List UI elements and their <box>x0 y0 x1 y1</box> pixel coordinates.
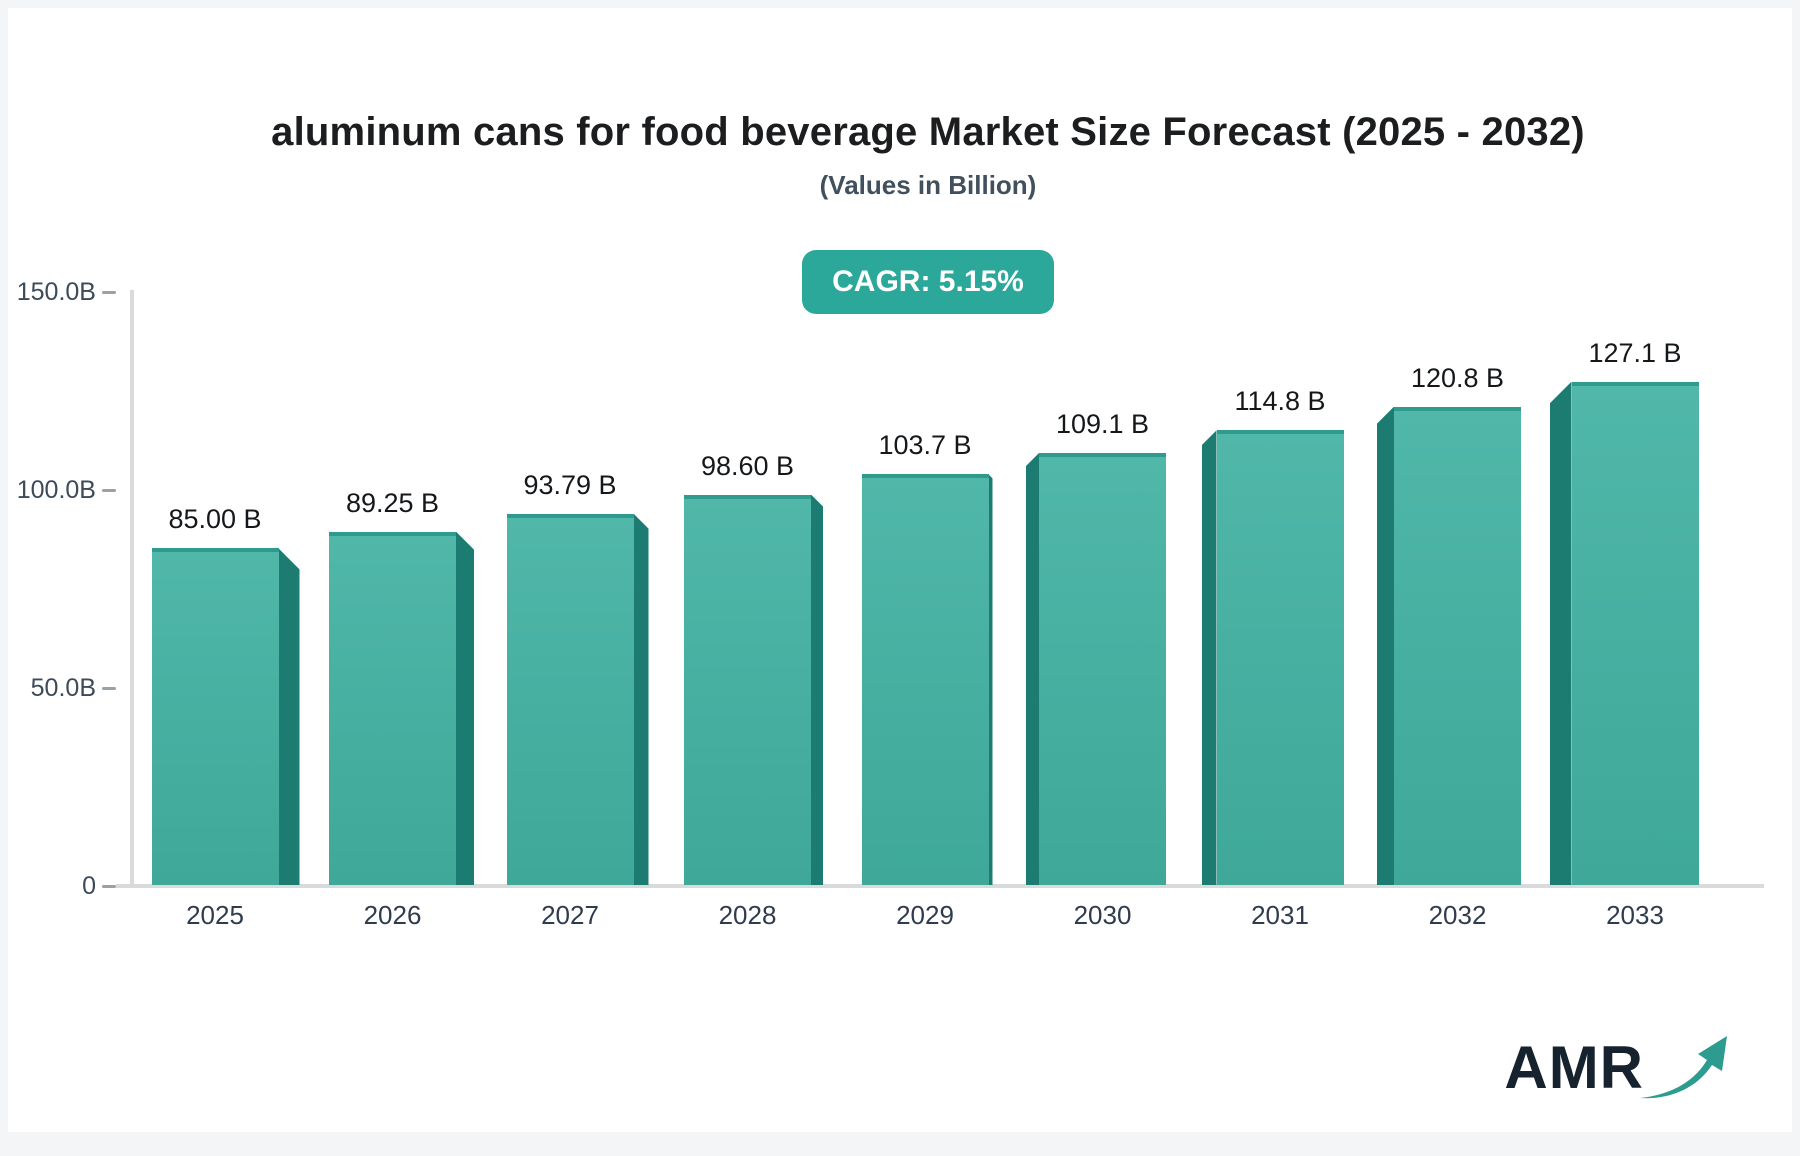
bar <box>1039 452 1166 885</box>
y-axis-tick-label: 0 <box>82 872 96 900</box>
cagr-badge-row: CAGR: 5.15% <box>0 250 1800 314</box>
bar-value-label: 89.25 B <box>345 487 440 518</box>
x-axis-label: 2031 <box>1251 900 1309 930</box>
bar-side-face <box>1549 381 1572 885</box>
y-axis-tick-label: 50.0B <box>30 674 96 702</box>
bar-value-label: 114.8 B <box>1234 386 1326 417</box>
y-axis-tick-mark <box>102 686 116 690</box>
y-axis-tick-mark <box>102 884 116 888</box>
brand-logo-text: AMR <box>1504 1033 1644 1101</box>
bar <box>861 474 989 885</box>
bar-value-label: 127.1 B <box>1588 337 1682 368</box>
bar-side-face <box>456 531 474 885</box>
bar-value-label: 85.00 B <box>168 504 262 535</box>
bar-side-face <box>1201 430 1217 885</box>
brand-logo: AMR <box>1504 1028 1730 1106</box>
trend-arrow-icon <box>1640 1036 1727 1099</box>
bar-side-face <box>633 513 649 885</box>
y-axis-tick-label: 150.0B <box>16 278 96 306</box>
bar <box>506 513 634 885</box>
bar-side-face <box>1026 452 1039 885</box>
x-axis-label: 2025 <box>186 900 244 930</box>
x-axis-label: 2032 <box>1428 900 1487 930</box>
bar <box>151 548 279 885</box>
bar <box>1394 406 1521 885</box>
x-axis-label: 2026 <box>363 900 422 930</box>
bar-value-label: 93.79 B <box>523 469 617 500</box>
bar <box>1216 430 1344 885</box>
bar-value-label: 109.1 B <box>1055 408 1150 439</box>
bar-value-label: 103.7 B <box>878 430 972 461</box>
cagr-badge: CAGR: 5.15% <box>802 250 1054 314</box>
y-axis-tick-mark <box>102 290 116 294</box>
bar-side-face <box>811 494 823 885</box>
page-subtitle: (Values in Billion) <box>819 170 1037 200</box>
y-axis-tick-label: 100.0B <box>16 476 96 504</box>
bar <box>329 531 456 885</box>
x-axis-label: 2028 <box>718 900 777 930</box>
bar-side-face <box>278 548 300 885</box>
x-axis-label: 2030 <box>1073 900 1132 930</box>
x-axis-label: 2027 <box>541 900 599 930</box>
x-axis-line <box>116 884 1764 888</box>
bar-side-face <box>1377 406 1394 885</box>
bar-side-face <box>988 474 993 885</box>
bar <box>1571 381 1699 885</box>
x-axis-label: 2029 <box>896 900 954 930</box>
bar <box>684 494 811 885</box>
bar-value-label: 98.60 B <box>700 450 795 481</box>
page-title: aluminum cans for food beverage Market S… <box>271 110 1585 154</box>
x-axis-label: 2033 <box>1606 900 1664 930</box>
y-axis-line <box>130 290 134 886</box>
bar-value-label: 120.8 B <box>1410 362 1505 393</box>
y-axis-tick-mark <box>102 488 116 492</box>
